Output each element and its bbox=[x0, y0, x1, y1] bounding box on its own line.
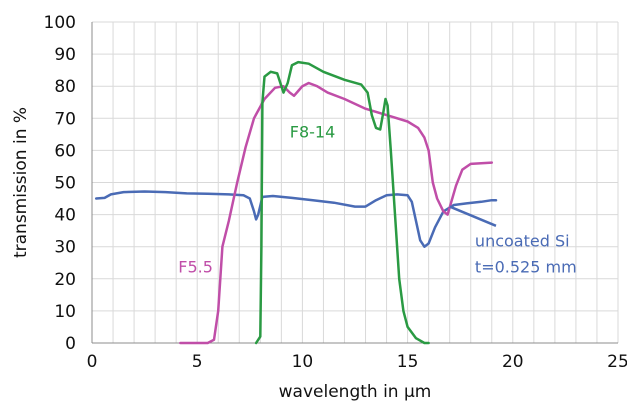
y-tick-label: 90 bbox=[54, 45, 76, 65]
grid bbox=[92, 21, 619, 343]
x-tick-label: 10 bbox=[292, 352, 314, 372]
y-tick-label: 50 bbox=[54, 174, 76, 194]
series-line-uncoated-si bbox=[94, 190, 498, 248]
y-tick-label: 70 bbox=[54, 109, 76, 129]
x-tick-label: 5 bbox=[192, 352, 203, 372]
series-annotation-label: F5.5 bbox=[178, 257, 213, 276]
series-annotation-label: uncoated Si bbox=[475, 232, 570, 251]
x-axis-title: wavelength in µm bbox=[279, 382, 432, 402]
x-tick-label: 15 bbox=[397, 352, 419, 372]
y-tick-label: 30 bbox=[54, 238, 76, 258]
y-axis-title: transmission in % bbox=[11, 107, 31, 258]
series-annotations: F8-14 F5.5 uncoated Si t=0.525 mm bbox=[178, 123, 576, 277]
y-tick-label: 20 bbox=[54, 270, 76, 290]
series-annotation-label: F8-14 bbox=[290, 123, 336, 142]
si-leader-line bbox=[449, 205, 497, 227]
series-line-f8-14 bbox=[254, 60, 430, 345]
x-tick-label: 0 bbox=[87, 352, 98, 372]
series-annotation-label: t=0.525 mm bbox=[475, 257, 577, 276]
series-line-f5-5 bbox=[179, 81, 494, 345]
y-tick-label: 60 bbox=[54, 141, 76, 161]
y-tick-label: 0 bbox=[65, 334, 76, 354]
y-tick-label: 40 bbox=[54, 206, 76, 226]
series-lines bbox=[94, 60, 498, 345]
x-tick-label: 25 bbox=[607, 352, 627, 372]
x-tick-label: 20 bbox=[502, 352, 524, 372]
y-tick-label: 80 bbox=[54, 77, 76, 97]
y-tick-label: 100 bbox=[44, 13, 76, 33]
y-tick-label: 10 bbox=[54, 302, 76, 322]
tick-labels: 0 10 20 30 40 50 60 70 80 90 100 0 5 10 15 20 25 bbox=[44, 13, 627, 372]
